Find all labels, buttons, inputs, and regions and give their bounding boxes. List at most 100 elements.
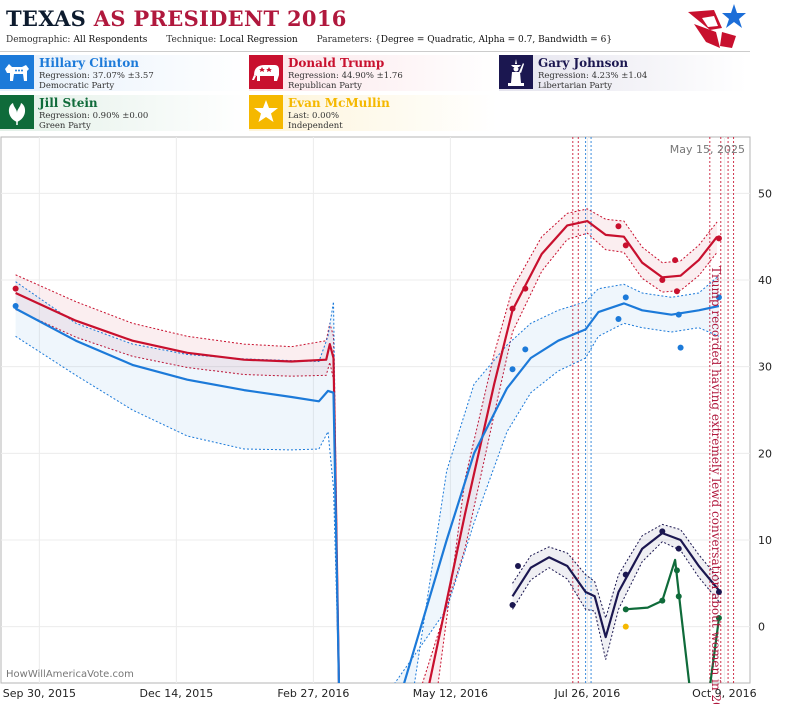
donkey-icon [0,55,34,89]
x-tick-label: Sep 30, 2015 [3,687,76,700]
y-tick-label: 40 [758,274,772,287]
donald-trump-poll-point [509,305,516,312]
gary-johnson-poll-point [622,571,629,578]
donald-trump-lower-bound [422,232,718,683]
hillary-clinton-poll-point [622,294,629,301]
hillary-clinton-confidence-band [15,281,339,683]
candidate-regression: Regression: 37.07% ±3.57 [39,71,154,81]
grid-lines [1,137,750,683]
candidate-card-johnson[interactable]: Gary Johnson Regression: 4.23% ±1.04 Lib… [499,55,747,91]
hillary-clinton-poll-point [12,303,19,309]
gary-johnson-poll-point [659,528,666,535]
candidate-name: Evan McMullin [288,96,390,110]
hillary-clinton-confidence-band [394,275,719,683]
donald-trump-poll-point [672,257,679,264]
elephant-icon [249,55,283,89]
donald-trump-poll-point [615,223,622,230]
candidate-party: Democratic Party [39,81,115,91]
site-watermark[interactable]: HowWillAmericaVote.com [6,669,134,680]
technique-label: Technique: [166,35,217,45]
jill-stein-poll-point [673,567,680,574]
jill-stein-regression-line [625,558,691,683]
y-tick-label: 20 [758,447,772,460]
donald-trump-regression-line [428,220,718,683]
y-tick-labels: 0 10 20 30 40 50 [758,187,772,633]
gary-johnson-poll-point [514,563,521,569]
donald-trump-poll-point [659,277,666,283]
plot-frame [0,136,751,684]
date-stamp: May 15, 2025 [670,143,745,156]
gary-johnson-poll-point [675,545,682,552]
candidate-party: Libertarian Party [538,81,613,91]
y-tick-label: 10 [758,534,772,547]
jill-stein-regression-line [709,618,720,683]
hillary-clinton-lower-bound [15,335,340,683]
candidate-regression: Regression: 0.90% ±0.00 [39,111,149,121]
candidate-card-trump[interactable]: Donald Trump Regression: 44.90% ±1.76 Re… [249,55,497,91]
technique-value[interactable]: Local Regression [219,35,298,45]
donald-trump-poll-point [715,235,722,242]
hillary-clinton-regression-line [403,302,720,683]
candidate-regression: Regression: 44.90% ±1.76 [288,71,403,81]
hillary-clinton-upper-bound [414,275,720,683]
event-annotation: Trump recorded having extremely lewd con… [709,266,723,704]
event-lines [572,137,735,683]
candidate-card-clinton[interactable]: Hillary Clinton Regression: 37.07% ±3.57… [0,55,248,91]
donald-trump-poll-point [673,288,680,295]
header: TEXAS AS PRESIDENT 2016 Demographic: All … [0,0,789,52]
hillary-clinton-regression-line [15,307,341,683]
x-tick-label: Dec 14, 2015 [139,687,213,700]
donald-trump-regression-line [15,292,341,683]
candidate-card-stein[interactable]: Jill Stein Regression: 0.90% ±0.00 Green… [0,95,248,131]
site-logo-icon[interactable] [686,2,748,50]
jill-stein-poll-point [675,593,682,600]
hillary-clinton-poll-point [677,344,684,351]
candidate-card-mcmullin[interactable]: Evan McMullin Last: 0.00% Independent [249,95,497,131]
jill-stein-poll-point [715,615,722,621]
hillary-clinton-lower-bound [394,322,720,683]
y-tick-label: 30 [758,361,772,374]
hillary-clinton-poll-point [615,316,622,322]
candidate-regression: Regression: 4.23% ±1.04 [538,71,648,81]
confidence-bands [15,208,720,683]
gary-johnson-regression-line [511,532,720,639]
page-title: TEXAS AS PRESIDENT 2016 [6,6,347,31]
gary-johnson-upper-bound [512,523,720,620]
candidate-name: Donald Trump [288,56,385,70]
hillary-clinton-poll-point [509,366,516,373]
green-globe-icon [0,95,34,129]
header-divider [0,51,750,52]
jill-stein-poll-point [622,606,629,613]
poll-points [12,223,722,630]
gary-johnson-confidence-band [512,524,719,660]
x-tick-labels: Sep 30, 2015 Dec 14, 2015 Feb 27, 2016 May … [3,687,757,700]
x-tick-label: Feb 27, 2016 [277,687,349,700]
candidate-name: Gary Johnson [538,56,629,70]
donald-trump-confidence-band [15,274,339,683]
gary-johnson-poll-point [715,589,722,595]
star-icon [249,95,283,129]
candidate-party: Green Party [39,121,91,131]
regression-lines [15,220,720,683]
hillary-clinton-poll-point [675,311,682,318]
candidate-regression: Last: 0.00% [288,111,340,121]
demographic-value[interactable]: All Respondents [73,35,148,45]
gary-johnson-lower-bound [512,541,720,660]
parameters-value[interactable]: {Degree = Quadratic, Alpha = 0.7, Bandwi… [375,35,613,45]
title-rest: AS PRESIDENT 2016 [93,6,347,31]
candidate-name: Jill Stein [39,96,98,110]
x-tick-label: May 12, 2016 [413,687,488,700]
donald-trump-poll-point [622,242,629,249]
y-tick-label: 0 [758,621,765,634]
parameters-label: Parameters: [316,35,373,45]
donald-trump-lower-bound [15,309,340,683]
hillary-clinton-poll-point [715,294,722,301]
jill-stein-poll-point [659,597,666,604]
x-tick-label: Oct 9, 2016 [692,687,757,700]
candidate-party: Independent [288,121,343,131]
parameters-line: Demographic: All Respondents Technique: Lo… [6,35,628,45]
donald-trump-poll-point [12,285,19,292]
hillary-clinton-poll-point [522,346,529,353]
demographic-label: Demographic: [6,35,71,45]
liberty-statue-icon [499,55,533,89]
